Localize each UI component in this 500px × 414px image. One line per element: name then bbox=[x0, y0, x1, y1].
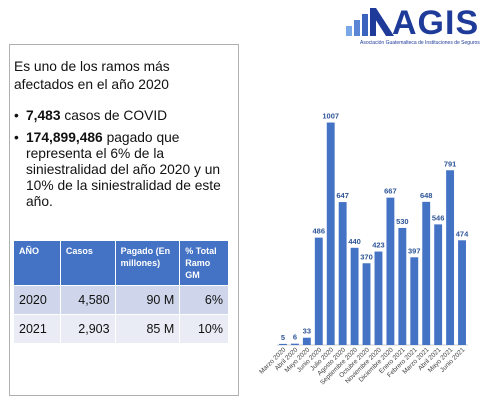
header-year: AÑO bbox=[13, 240, 61, 286]
data-label: 546 bbox=[432, 213, 445, 222]
table-row: 2021 2,903 85 M 10% bbox=[13, 314, 229, 344]
cases-text: casos de COVID bbox=[60, 108, 168, 123]
paid-amount: 174,899,486 bbox=[26, 130, 103, 145]
data-label: 791 bbox=[444, 159, 457, 168]
table-row: 2020 4,580 90 M 6% bbox=[13, 285, 229, 315]
header-percent: % Total Ramo GM bbox=[179, 240, 229, 286]
cases-count: 7,483 bbox=[26, 108, 61, 123]
bar bbox=[314, 237, 323, 345]
cell-paid: 85 M bbox=[114, 314, 181, 344]
logo-mark-icon bbox=[346, 8, 394, 36]
stats-table: AÑO Casos Pagado (En millones) % Total R… bbox=[13, 240, 229, 344]
bullet-item-paid: • 174,899,486 pagado que representa el 6%… bbox=[14, 130, 229, 210]
bullet-dot-icon: • bbox=[14, 130, 19, 145]
bullet-list: • 7,483 casos de COVID • 174,899,486 pagad… bbox=[14, 108, 229, 216]
data-label: 33 bbox=[303, 327, 311, 336]
bullet-item-cases: • 7,483 casos de COVID bbox=[14, 108, 229, 124]
cell-year: 2021 bbox=[13, 314, 61, 344]
bar bbox=[326, 122, 335, 345]
bar bbox=[338, 202, 347, 345]
bar bbox=[386, 197, 395, 345]
bar bbox=[302, 337, 311, 345]
data-label: 474 bbox=[456, 229, 469, 238]
data-label: 423 bbox=[372, 241, 385, 250]
bar bbox=[422, 201, 431, 345]
data-label: 486 bbox=[313, 227, 326, 236]
cell-cases: 4,580 bbox=[59, 285, 116, 315]
bar bbox=[410, 257, 419, 345]
table-header-row: AÑO Casos Pagado (En millones) % Total R… bbox=[13, 240, 229, 286]
data-label: 440 bbox=[348, 237, 361, 246]
bar bbox=[290, 343, 299, 345]
bar bbox=[362, 263, 371, 345]
cell-percent: 6% bbox=[179, 285, 229, 315]
paid-text: pagado que representa el 6% de la sinies… bbox=[26, 130, 221, 209]
data-label: 5 bbox=[281, 333, 285, 342]
cell-year: 2020 bbox=[13, 285, 61, 315]
header-cases: Casos bbox=[59, 240, 116, 286]
data-label: 1007 bbox=[322, 112, 339, 121]
logo-text: AGIS bbox=[392, 4, 480, 42]
bar bbox=[434, 224, 443, 345]
cell-paid: 90 M bbox=[114, 285, 181, 315]
data-label: 370 bbox=[360, 252, 373, 261]
data-label: 647 bbox=[336, 191, 349, 200]
cell-cases: 2,903 bbox=[59, 314, 116, 344]
bullet-dot-icon: • bbox=[14, 108, 19, 123]
data-label: 648 bbox=[420, 191, 433, 200]
header-paid: Pagado (En millones) bbox=[114, 240, 181, 286]
data-label: 6 bbox=[293, 333, 297, 342]
bar bbox=[398, 227, 407, 345]
data-label: 530 bbox=[396, 217, 409, 226]
bar bbox=[350, 247, 359, 345]
cell-percent: 10% bbox=[179, 314, 229, 344]
bar bbox=[279, 343, 287, 345]
intro-text: Es uno de los ramos más afectados en el … bbox=[14, 59, 170, 92]
chart-panel: 5 Marzo 2020 6 Abril 2020 33 Mayo 2020 486 Juni… bbox=[253, 60, 478, 400]
data-label: 667 bbox=[384, 187, 397, 196]
bar bbox=[374, 251, 383, 345]
logo-subtitle: Asociación Guatemalteca de Instituciones… bbox=[360, 40, 480, 46]
bar bbox=[458, 240, 466, 345]
bar bbox=[446, 170, 455, 345]
data-label: 397 bbox=[408, 246, 421, 255]
agis-logo: AGIS Asociación Guatemalteca de Instituc… bbox=[340, 4, 490, 46]
